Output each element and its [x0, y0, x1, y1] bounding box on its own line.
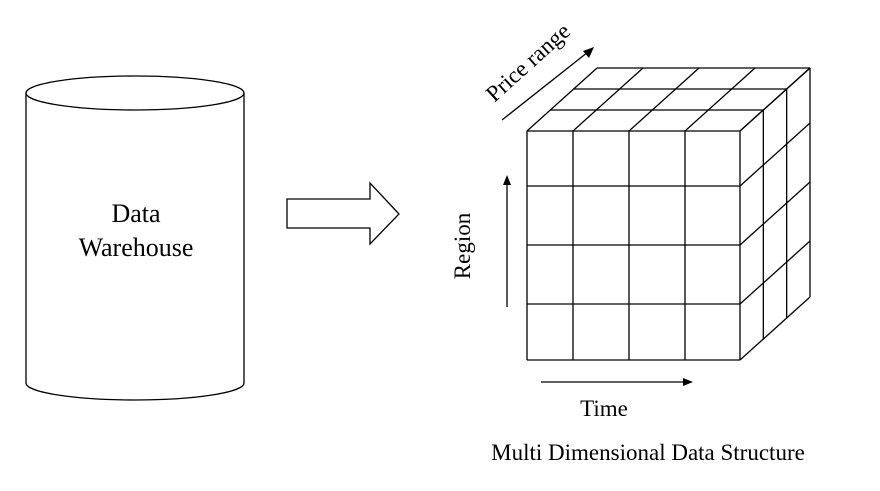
right-arrow-icon	[286, 181, 400, 246]
region-label: Region	[450, 212, 475, 279]
cube-right-depth-line	[739, 296, 811, 361]
price-range-axis-line	[501, 51, 589, 121]
caption: Multi Dimensional Data Structure	[491, 440, 805, 465]
cylinder-top	[25, 75, 245, 111]
time-arrowhead	[683, 378, 693, 386]
cube-right-depth-line	[739, 240, 811, 305]
price-range-label: Price range	[481, 18, 575, 106]
data-warehouse-cylinder: Data Warehouse	[25, 75, 245, 401]
cube-right-depth-line	[739, 67, 811, 132]
cube-top-depth-line	[628, 67, 700, 132]
cube-top-depth-line	[526, 67, 598, 132]
cylinder-body	[25, 93, 245, 401]
warehouse-label-line2: Warehouse	[79, 233, 194, 262]
time-label: Time	[580, 396, 628, 421]
region-arrowhead	[503, 175, 511, 185]
price-range-arrowhead	[583, 47, 594, 58]
cube-right-depth-line	[739, 122, 811, 187]
axis-arrows	[501, 47, 693, 386]
data-cube	[526, 67, 811, 361]
cube-top-depth-line	[684, 67, 756, 132]
cube-top-depth-line	[572, 67, 644, 132]
cube-right-depth-line	[739, 181, 811, 246]
warehouse-label-line1: Data	[111, 199, 161, 228]
